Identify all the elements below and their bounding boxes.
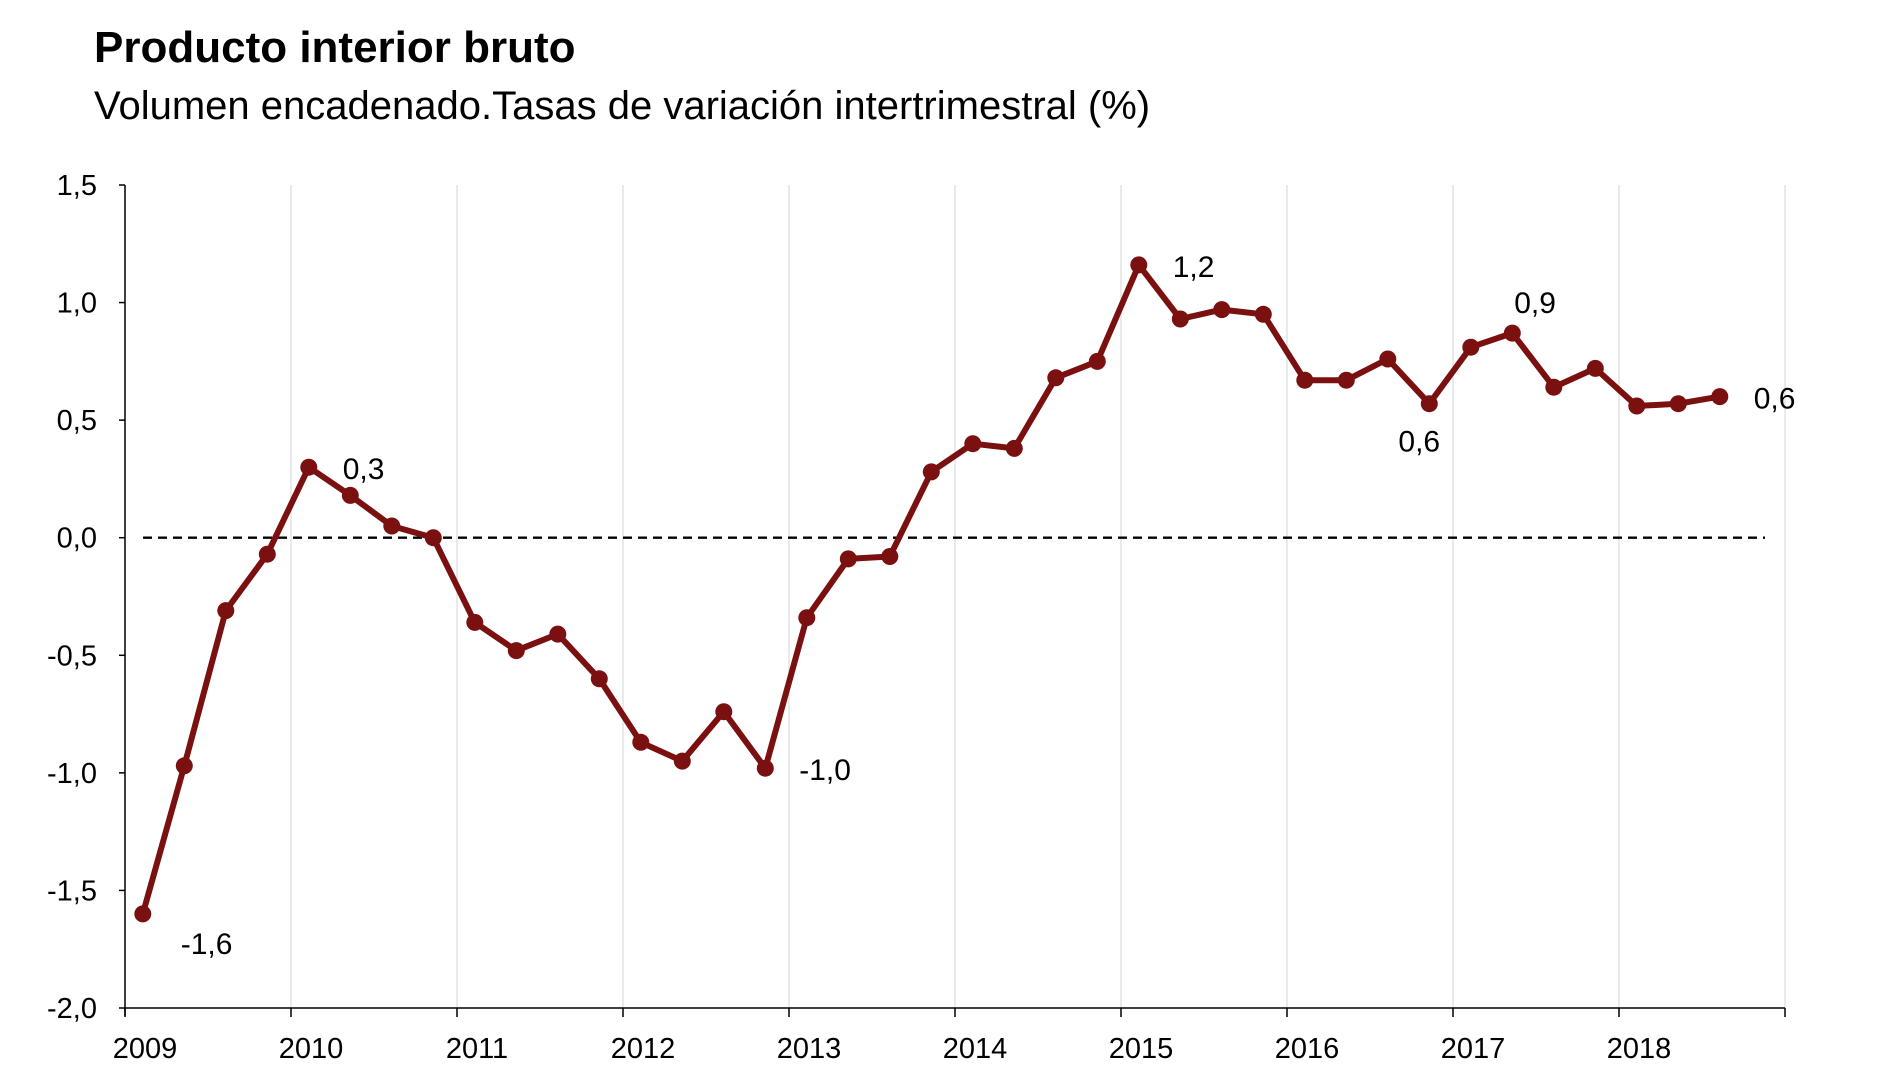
x-tick-label: 2017 xyxy=(1441,1033,1506,1065)
data-point xyxy=(798,609,816,627)
x-tick-label: 2013 xyxy=(777,1033,842,1065)
data-point xyxy=(1005,439,1023,457)
x-tick-label: 2010 xyxy=(279,1033,344,1065)
data-point xyxy=(300,458,318,476)
series-layer xyxy=(134,256,1729,923)
data-label: -1,6 xyxy=(181,928,233,961)
grid-layer xyxy=(290,185,1786,1008)
data-point xyxy=(1628,397,1646,415)
data-point xyxy=(1171,310,1189,328)
data-point xyxy=(424,529,442,547)
data-point xyxy=(217,602,235,620)
x-tick-label: 2018 xyxy=(1607,1033,1672,1065)
data-point xyxy=(258,545,276,563)
data-point xyxy=(341,486,359,504)
label-layer: -1,6 0,3 -1,0 1,2 0,6 0,9 0,6 xyxy=(181,251,1796,961)
x-tick-label: 2011 xyxy=(446,1033,508,1065)
data-point xyxy=(1669,395,1687,413)
x-tick-label: 2016 xyxy=(1275,1033,1340,1065)
data-point xyxy=(1088,352,1106,370)
y-tick-label: -0,5 xyxy=(47,640,97,672)
y-tick-label: -1,5 xyxy=(47,875,97,907)
data-point xyxy=(1047,369,1065,387)
y-tick-label: 1,0 xyxy=(57,288,97,320)
y-tick-label: 0,0 xyxy=(57,523,97,555)
data-label: 0,6 xyxy=(1398,426,1440,459)
data-point xyxy=(1503,324,1521,342)
x-tick-label: 2012 xyxy=(611,1033,676,1065)
chart-title: Producto interior bruto xyxy=(94,23,576,72)
data-point xyxy=(383,517,401,535)
data-point xyxy=(1337,371,1355,389)
data-point xyxy=(507,642,525,660)
data-point xyxy=(715,703,733,721)
data-point xyxy=(1420,395,1438,413)
data-point xyxy=(134,905,152,923)
y-tick-label: 0,5 xyxy=(57,405,97,437)
data-label: 1,2 xyxy=(1173,251,1215,284)
data-point xyxy=(1254,305,1272,323)
data-point xyxy=(549,625,567,643)
data-label: 0,3 xyxy=(343,453,385,486)
data-point xyxy=(1130,256,1148,274)
data-point xyxy=(1379,350,1397,368)
axis-layer: 1,5 1,0 0,5 0,0 -0,5 -1,0 -1,5 -2,0 2009 2010 2011… xyxy=(47,170,1786,1065)
data-point xyxy=(839,550,857,568)
y-tick-label: -1,0 xyxy=(47,758,97,790)
data-point xyxy=(673,752,691,770)
data-point xyxy=(466,613,484,631)
data-point xyxy=(756,759,774,777)
data-point xyxy=(1545,378,1563,396)
data-point xyxy=(175,757,193,775)
chart-subtitle: Volumen encadenado.Tasas de variación in… xyxy=(94,84,1151,128)
data-point xyxy=(1586,359,1604,377)
data-point xyxy=(1711,388,1729,406)
x-tick-label: 2014 xyxy=(943,1033,1008,1065)
data-point xyxy=(964,435,982,453)
data-point xyxy=(881,548,899,565)
series-line xyxy=(139,261,1723,917)
data-point xyxy=(1213,301,1231,319)
x-tick-label: 2015 xyxy=(1109,1033,1174,1065)
y-tick-label: -2,0 xyxy=(47,993,97,1025)
data-point xyxy=(590,670,608,688)
data-point xyxy=(922,463,940,481)
data-point xyxy=(632,733,650,751)
y-tick-label: 1,5 xyxy=(57,170,97,202)
data-point xyxy=(1462,338,1480,356)
x-tick-label: 2009 xyxy=(113,1033,178,1065)
data-label: 0,9 xyxy=(1514,287,1556,320)
data-label: 0,6 xyxy=(1754,383,1796,416)
data-label: -1,0 xyxy=(799,754,851,787)
data-point xyxy=(1296,371,1314,389)
